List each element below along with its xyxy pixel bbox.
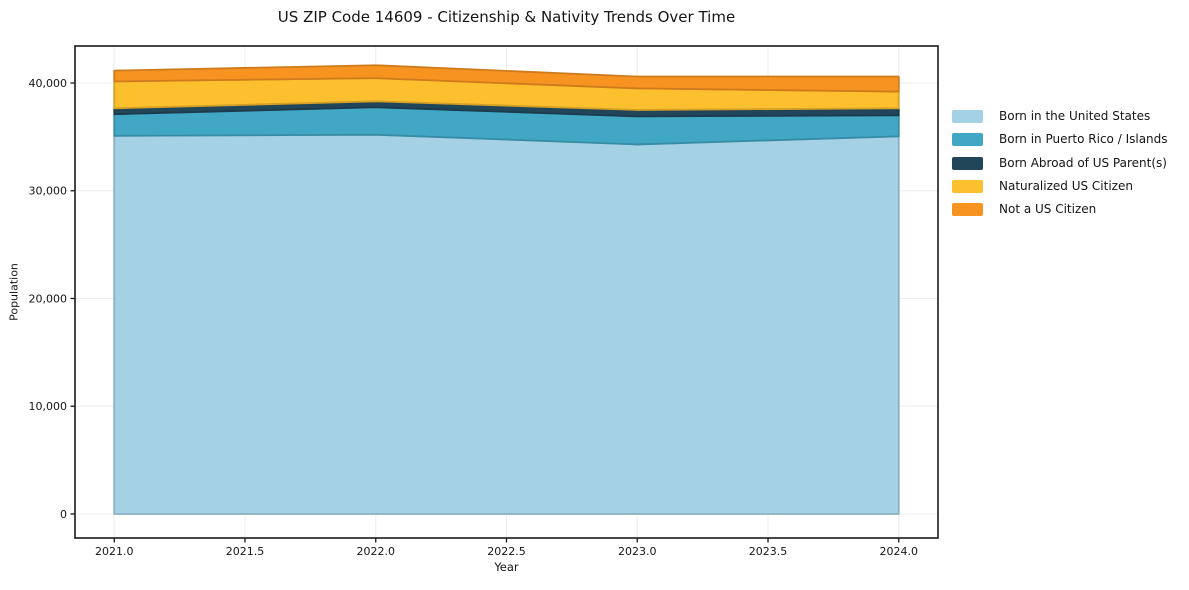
y-tick-label: 0	[60, 508, 67, 521]
legend-item-born-in-the-united-states: Born in the United States	[952, 110, 1168, 123]
x-axis-label: Year	[494, 560, 519, 574]
stacked-areas	[113, 64, 900, 515]
x-tick-label: 2022.5	[487, 545, 526, 558]
legend-label: Naturalized US Citizen	[999, 178, 1133, 193]
legend-swatch-born-abroad-of-us-parent-s	[952, 156, 983, 170]
x-tick-label: 2023.5	[749, 545, 788, 558]
legend-label: Born Abroad of US Parent(s)	[999, 155, 1167, 170]
x-tick-label: 2024.0	[880, 545, 919, 558]
x-tick-label: 2023.0	[618, 545, 657, 558]
legend-item-naturalized-us-citizen: Naturalized US Citizen	[952, 178, 1168, 193]
legend-swatch-born-in-the-united-states	[952, 110, 983, 123]
legend-swatch-naturalized-us-citizen	[952, 179, 983, 193]
area-born-in-the-united-states	[113, 133, 900, 515]
legend-item-born-in-puerto-rico-islands: Born in Puerto Rico / Islands	[952, 132, 1168, 147]
legend-swatch-not-a-us-citizen	[952, 203, 983, 217]
legend-item-not-a-us-citizen: Not a US Citizen	[952, 202, 1168, 217]
chart-title: US ZIP Code 14609 - Citizenship & Nativi…	[277, 8, 736, 26]
tick-labels: 2021.0 2021.5 2022.0 2022.5 2023.0 2023.5 2024…	[29, 77, 919, 558]
legend-label: Born in Puerto Rico / Islands	[999, 132, 1168, 147]
plot-frame	[74, 45, 939, 539]
y-tick-label: 30,000	[29, 185, 68, 198]
x-tick-label: 2021.5	[226, 545, 265, 558]
legend-label: Born in the United States	[999, 109, 1151, 123]
x-tick-label: 2022.0	[356, 545, 395, 558]
legend-item-born-abroad-of-us-parent-s: Born Abroad of US Parent(s)	[952, 155, 1168, 170]
y-axis-label: Population	[7, 263, 21, 321]
y-tick-label: 20,000	[29, 292, 68, 305]
legend-swatch-born-in-puerto-rico-islands	[952, 133, 983, 147]
y-tick-label: 40,000	[29, 77, 68, 90]
area-not-a-us-citizen	[113, 64, 900, 93]
y-tick-label: 10,000	[29, 400, 68, 413]
x-tick-label: 2021.0	[95, 545, 134, 558]
legend: Born in the United States Born in Puerto …	[952, 110, 1168, 226]
legend-label: Not a US Citizen	[999, 202, 1097, 217]
